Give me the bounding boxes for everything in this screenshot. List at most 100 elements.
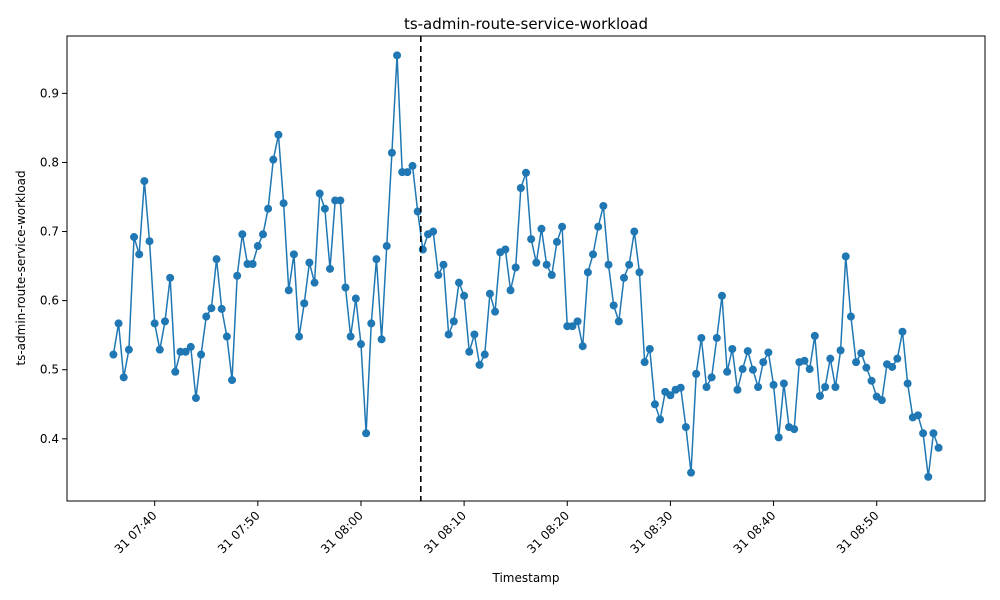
data-point xyxy=(248,260,257,269)
data-point xyxy=(460,291,469,300)
data-point xyxy=(846,312,855,321)
data-point xyxy=(800,356,809,365)
data-point xyxy=(599,201,608,210)
data-point xyxy=(155,345,164,354)
data-point xyxy=(470,330,479,339)
data-point xyxy=(558,222,567,231)
y-tick-label: 0.5 xyxy=(40,363,59,377)
data-point xyxy=(898,327,907,336)
data-point xyxy=(119,373,128,382)
data-point xyxy=(702,383,711,391)
y-axis-label: ts-admin-route-service-workload xyxy=(14,170,28,365)
data-point xyxy=(160,317,169,326)
data-point xyxy=(258,230,267,239)
data-point xyxy=(712,333,721,342)
data-point xyxy=(372,255,381,264)
data-point xyxy=(821,383,830,391)
data-point xyxy=(862,363,871,372)
data-point xyxy=(202,312,211,321)
data-point xyxy=(779,379,788,388)
data-point xyxy=(635,268,644,277)
data-point xyxy=(877,396,886,405)
x-tick-label: 31 07:50 xyxy=(215,508,263,556)
data-point xyxy=(697,333,706,342)
data-point xyxy=(501,245,510,254)
data-point xyxy=(310,278,319,287)
data-point xyxy=(650,400,659,409)
data-point xyxy=(527,235,536,244)
y-tick-label: 0.4 xyxy=(40,432,59,446)
data-point xyxy=(315,189,324,198)
data-point xyxy=(831,383,840,391)
data-point xyxy=(857,349,866,358)
data-point xyxy=(748,365,757,374)
data-point xyxy=(444,330,453,339)
data-point xyxy=(609,301,618,310)
data-point xyxy=(924,472,933,481)
data-point xyxy=(387,148,396,157)
data-point xyxy=(604,260,613,269)
data-point xyxy=(114,319,123,328)
data-point xyxy=(434,271,443,280)
data-point xyxy=(619,273,628,282)
data-point xyxy=(439,260,448,269)
data-point xyxy=(826,354,835,363)
data-point xyxy=(583,268,592,277)
data-point xyxy=(625,260,634,269)
x-tick-label: 31 08:40 xyxy=(731,508,779,556)
data-point xyxy=(888,362,897,371)
data-point xyxy=(542,260,551,269)
data-point xyxy=(815,391,824,400)
chart-title: ts-admin-route-service-workload xyxy=(404,15,648,33)
data-point xyxy=(465,347,474,356)
y-tick-label: 0.9 xyxy=(40,86,59,100)
data-point xyxy=(754,383,763,391)
data-point xyxy=(362,429,371,438)
data-point xyxy=(305,258,314,267)
data-point xyxy=(743,347,752,356)
data-point xyxy=(717,291,726,300)
data-point xyxy=(429,227,438,236)
data-point xyxy=(759,358,768,367)
data-point xyxy=(171,367,180,376)
data-point xyxy=(145,237,154,246)
data-point xyxy=(140,177,149,186)
data-point xyxy=(233,271,242,280)
data-point xyxy=(320,204,329,213)
data-point xyxy=(522,168,530,177)
data-point xyxy=(130,233,139,242)
data-point xyxy=(568,322,577,331)
data-point xyxy=(769,380,778,389)
data-point xyxy=(805,365,814,374)
data-point xyxy=(336,196,345,205)
series-line xyxy=(112,55,940,477)
data-point xyxy=(367,319,376,328)
data-point xyxy=(191,394,200,403)
data-point xyxy=(506,286,515,295)
data-point xyxy=(666,391,675,400)
data-point xyxy=(867,376,876,385)
data-point xyxy=(207,304,216,313)
data-point xyxy=(377,335,386,344)
data-point xyxy=(485,289,494,298)
data-point xyxy=(919,429,928,438)
data-point xyxy=(382,242,391,251)
data-point xyxy=(186,342,195,351)
data-point xyxy=(836,346,845,355)
data-point xyxy=(903,379,912,388)
data-point xyxy=(516,184,525,193)
data-point xyxy=(723,367,732,376)
x-tick-label: 31 08:10 xyxy=(421,508,469,556)
data-point xyxy=(511,263,520,272)
data-point xyxy=(238,230,247,239)
data-point xyxy=(166,273,175,282)
data-point xyxy=(614,317,623,326)
data-point xyxy=(124,345,133,354)
x-tick-label: 31 08:20 xyxy=(524,508,572,556)
data-point xyxy=(253,242,262,251)
data-point xyxy=(687,468,696,477)
data-point xyxy=(893,354,902,363)
data-point xyxy=(454,278,463,287)
data-point xyxy=(764,348,773,357)
data-point xyxy=(393,51,402,60)
